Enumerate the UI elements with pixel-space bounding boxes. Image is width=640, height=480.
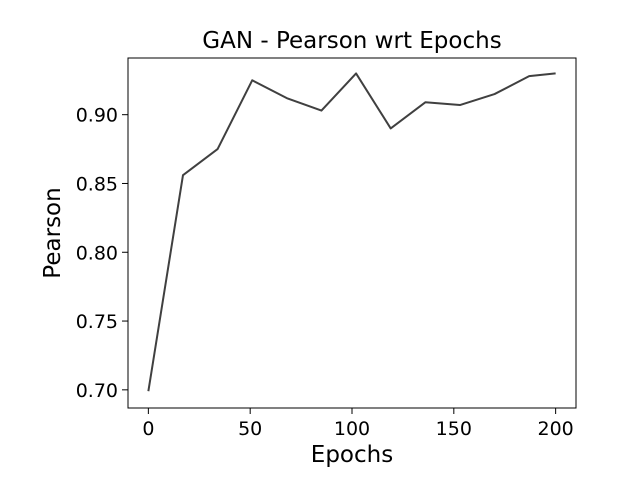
chart-title: GAN - Pearson wrt Epochs xyxy=(202,28,501,54)
y-tick-label: 0.75 xyxy=(76,311,118,333)
x-tick-label: 50 xyxy=(238,418,262,440)
data-point xyxy=(286,97,288,99)
y-tick-label: 0.90 xyxy=(76,105,118,127)
x-axis: 0 50 100 150 200 xyxy=(142,408,574,440)
x-tick-label: 0 xyxy=(142,418,154,440)
data-point xyxy=(148,390,150,392)
x-axis-label: Epochs xyxy=(311,442,393,468)
y-tick-label: 0.85 xyxy=(76,173,118,195)
x-tick-label: 100 xyxy=(334,418,370,440)
series-line xyxy=(147,72,556,392)
data-point xyxy=(182,174,184,176)
data-point xyxy=(217,148,219,150)
data-point xyxy=(355,73,357,75)
data-point xyxy=(321,110,323,112)
x-tick-label: 200 xyxy=(538,418,574,440)
y-axis: 0.70 0.75 0.80 0.85 0.90 xyxy=(76,105,128,402)
data-point xyxy=(459,104,461,106)
data-point xyxy=(494,93,496,95)
plot-area: 0 50 100 150 200 0.70 0.75 0.80 0.85 0.90 xyxy=(76,57,577,440)
y-axis-label: Pearson xyxy=(40,187,66,278)
y-tick-label: 0.80 xyxy=(76,242,118,264)
data-point xyxy=(251,79,253,81)
data-point xyxy=(528,75,530,77)
data-point xyxy=(425,102,427,104)
data-point xyxy=(390,128,392,130)
series-layer xyxy=(147,72,557,392)
data-point xyxy=(555,73,557,75)
y-tick-label: 0.70 xyxy=(76,380,118,402)
x-tick-label: 150 xyxy=(436,418,472,440)
